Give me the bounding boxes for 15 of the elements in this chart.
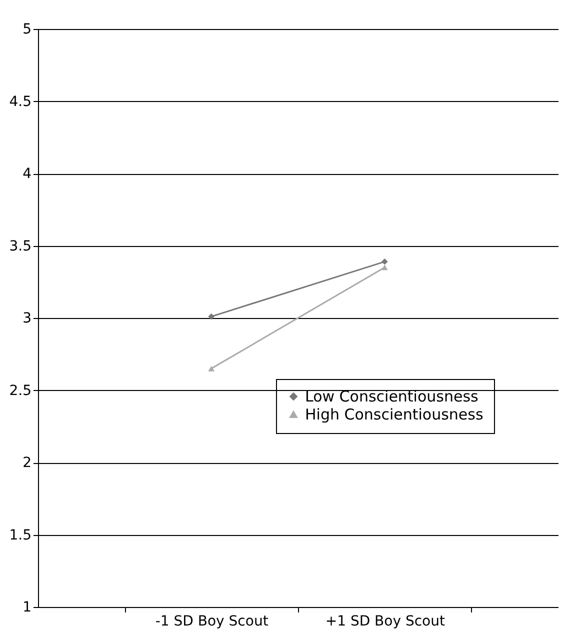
y-tick-label: 4 (22, 166, 32, 182)
y-tick-label: 1.5 (9, 527, 32, 544)
x-tick-label: -1 SD Boy Scout (155, 614, 269, 630)
y-tick-label: 2 (22, 455, 32, 471)
x-tick-label: +1 SD Boy Scout (325, 614, 446, 630)
y-tick-label: 3.5 (9, 238, 32, 254)
point (208, 313, 214, 320)
legend-label: High Conscientiousness (305, 406, 484, 424)
y-tick-label: 5 (22, 22, 32, 38)
y-tick-label: 1 (22, 600, 32, 616)
point (382, 258, 388, 265)
y-tick-label: 3 (22, 310, 32, 326)
y-tick-label: 4.5 (9, 94, 32, 110)
y-tick-label: 2.5 (9, 382, 32, 399)
legend-label: Low Conscientiousness (305, 388, 479, 406)
